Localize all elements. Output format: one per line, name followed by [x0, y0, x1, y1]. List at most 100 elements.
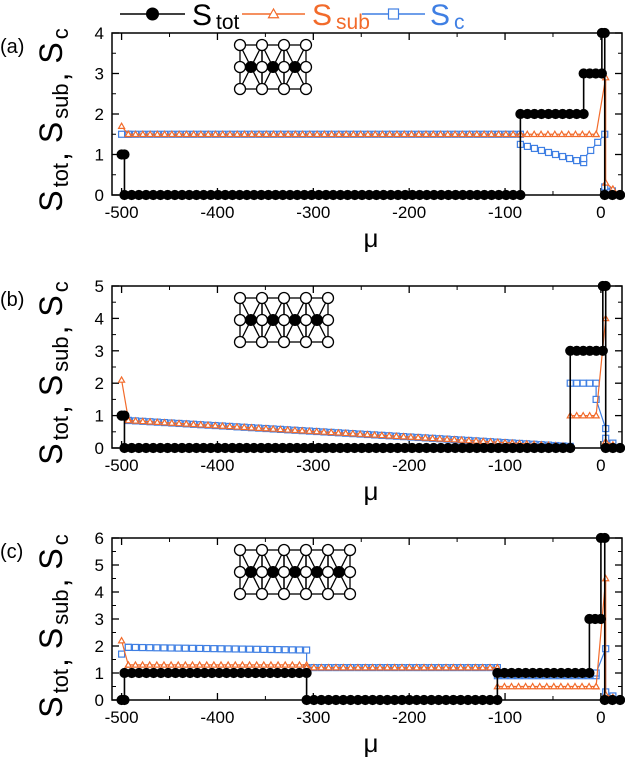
data-point-sub	[556, 682, 565, 690]
lattice-open-site	[233, 587, 247, 601]
data-point-sub	[274, 660, 283, 668]
lattice-open-site	[321, 565, 335, 579]
data-point-sub	[254, 130, 264, 138]
lattice-open-site	[321, 587, 335, 601]
data-point-sub	[549, 682, 558, 690]
series-line-sub	[121, 578, 621, 701]
data-point-sub	[585, 411, 594, 419]
lattice-open-site	[299, 82, 313, 96]
data-point-sub	[500, 682, 509, 690]
y-tick-label: 5	[95, 277, 104, 296]
data-point-sub	[601, 574, 610, 582]
data-point-sub	[224, 660, 233, 668]
data-point-sub	[363, 130, 372, 138]
data-point-sub	[383, 663, 392, 671]
data-point-sub	[435, 434, 444, 442]
lattice-filled-site	[333, 566, 345, 578]
lattice-open-site	[255, 38, 269, 52]
data-point-sub	[414, 433, 423, 441]
data-point-c	[565, 154, 574, 163]
x-tick-label: 0	[596, 456, 605, 475]
x-tick-label: -400	[200, 456, 234, 475]
lattice-filled-site	[289, 61, 301, 73]
data-point-c	[537, 146, 546, 155]
y-tick-label: 4	[95, 583, 104, 602]
legend-marker-sub	[267, 7, 280, 19]
data-point-sub	[182, 419, 191, 427]
y-tick-label: 2	[95, 105, 104, 124]
data-point-sub	[254, 423, 263, 431]
data-point-c	[203, 644, 211, 653]
data-point-tot	[119, 410, 130, 421]
panel-label: (a)	[0, 36, 24, 58]
lattice-open-site	[299, 291, 313, 305]
data-point-sub	[578, 130, 587, 138]
series-tot	[116, 280, 625, 454]
data-point-tot	[599, 27, 610, 39]
data-point-sub	[348, 429, 357, 437]
data-point-c	[117, 650, 126, 658]
data-point-sub	[276, 425, 285, 433]
data-point-sub	[528, 682, 537, 690]
data-point-sub	[152, 660, 161, 668]
data-point-sub	[284, 130, 293, 138]
data-point-sub	[421, 433, 430, 441]
data-point-sub	[225, 130, 234, 138]
x-axis-label: μ	[364, 728, 379, 758]
data-point-sub	[412, 663, 421, 671]
data-point-sub	[471, 663, 480, 671]
data-point-c	[238, 645, 247, 653]
lattice-filled-site	[289, 566, 301, 578]
data-point-c	[587, 146, 595, 155]
data-point-sub	[353, 663, 363, 671]
lattice-open-site	[255, 313, 269, 327]
lattice-open-site	[299, 38, 313, 52]
y-tick-label: 1	[95, 664, 104, 683]
data-point-sub	[288, 660, 297, 668]
panel-label: (c)	[0, 541, 23, 563]
data-point-tot	[301, 667, 312, 679]
data-point-sub	[523, 130, 532, 138]
x-tick-label: -300	[296, 708, 330, 727]
data-point-tot	[600, 280, 611, 292]
data-point-c	[580, 154, 588, 163]
data-point-sub	[291, 130, 300, 138]
data-point-sub	[225, 422, 234, 430]
legend-marker-c	[387, 8, 400, 20]
x-tick-label: -500	[105, 456, 139, 475]
data-point-sub	[530, 130, 539, 138]
data-point-tot	[565, 442, 576, 454]
y-tick-label: 2	[95, 637, 104, 656]
data-point-sub	[276, 130, 285, 138]
data-point-sub	[487, 130, 496, 138]
lattice-open-site	[321, 313, 335, 327]
lattice-open-site	[255, 565, 269, 579]
data-point-sub	[463, 663, 473, 671]
data-point-sub	[138, 130, 147, 138]
y-tick-label: 1	[95, 146, 104, 165]
data-point-sub	[346, 663, 355, 671]
lattice-open-site	[277, 587, 291, 601]
data-point-sub	[138, 660, 147, 668]
x-tick-label: -100	[488, 456, 522, 475]
lattice-open-site	[321, 335, 335, 349]
data-point-sub	[189, 130, 198, 138]
lattice-open-site	[343, 565, 357, 579]
data-point-sub	[189, 420, 198, 428]
data-point-sub	[521, 682, 530, 690]
lattice-open-site	[233, 60, 247, 74]
data-point-c	[181, 644, 189, 652]
data-point-sub	[160, 130, 169, 138]
data-point-tot	[515, 189, 526, 201]
data-point-c	[188, 644, 197, 652]
data-point-c	[131, 643, 140, 652]
data-point-c	[523, 142, 532, 150]
data-point-sub	[218, 130, 227, 138]
data-point-sub	[298, 130, 307, 138]
lattice-open-site	[255, 587, 269, 601]
chart-panels: -500 -400 -300 -200 -100 0 0 1 2 3 4 μ (a) Stot, Ssub…	[0, 24, 625, 758]
